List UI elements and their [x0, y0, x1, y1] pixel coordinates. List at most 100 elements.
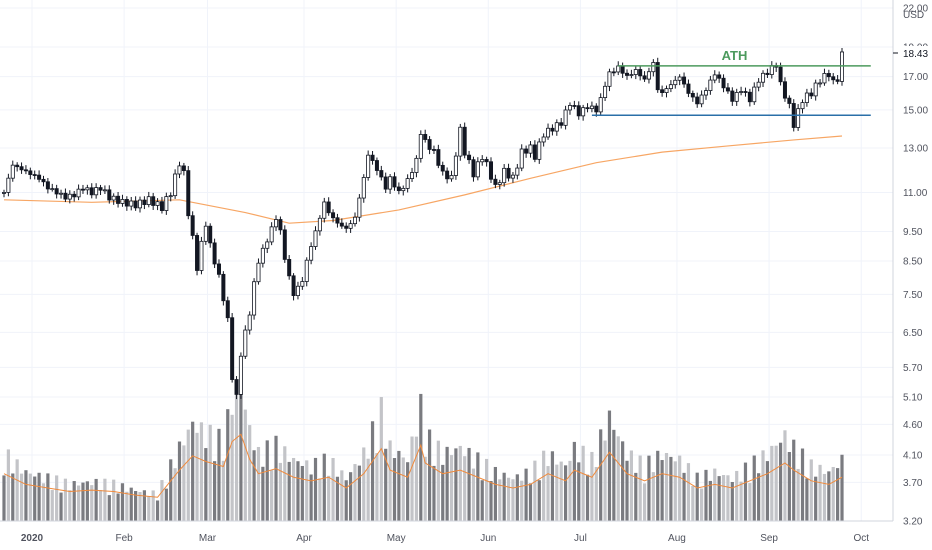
- volume-bar: [331, 458, 335, 521]
- candle: [546, 123, 551, 140]
- candle: [146, 191, 151, 208]
- volume-bar: [134, 491, 138, 521]
- candle: [168, 192, 173, 202]
- volume-bar: [616, 436, 620, 521]
- volume-bar: [765, 461, 770, 521]
- candle: [102, 185, 107, 195]
- candle: [563, 105, 568, 130]
- candle: [339, 218, 344, 229]
- candle: [396, 182, 401, 195]
- volume-bar: [809, 459, 813, 521]
- candle: [489, 157, 494, 183]
- y-tick-label: 5.70: [903, 363, 923, 374]
- volume-bar: [800, 448, 805, 521]
- candle: [493, 174, 498, 189]
- volume-bar: [406, 462, 410, 521]
- candle: [690, 90, 695, 102]
- candle: [317, 215, 322, 236]
- candle: [322, 197, 327, 223]
- volume-bar: [388, 440, 392, 521]
- volume-bars: [2, 393, 844, 521]
- candle: [344, 222, 349, 233]
- volume-bar: [50, 490, 54, 521]
- candle: [41, 175, 46, 187]
- volume-bar: [836, 468, 840, 521]
- volume-bar: [191, 421, 195, 521]
- candle: [352, 212, 357, 227]
- candle: [809, 88, 814, 100]
- candle: [655, 57, 660, 93]
- volume-bar: [739, 481, 743, 521]
- y-tick-label: 5.10: [903, 392, 923, 403]
- x-tick-label: Sep: [760, 533, 778, 544]
- y-tick-label: 9.50: [903, 227, 923, 238]
- candle: [80, 184, 85, 194]
- candle: [331, 209, 336, 223]
- volume-bar: [774, 445, 778, 521]
- candle: [782, 77, 787, 102]
- volume-bar: [485, 458, 489, 521]
- candle: [45, 177, 50, 194]
- candle: [54, 184, 59, 199]
- candle: [519, 144, 524, 172]
- candle: [703, 87, 708, 100]
- volume-bar: [344, 480, 348, 521]
- volume-bar: [392, 458, 397, 521]
- candle: [589, 101, 594, 113]
- price-candles: [2, 48, 845, 400]
- volume-bar: [634, 472, 638, 521]
- candle: [291, 273, 296, 301]
- volume-bar: [682, 472, 686, 521]
- candle: [453, 152, 458, 180]
- candle: [835, 75, 840, 85]
- candle: [190, 211, 195, 240]
- candle: [761, 70, 766, 87]
- volume-bar: [559, 461, 563, 521]
- volume-bar: [700, 488, 704, 521]
- volume-bar: [291, 457, 296, 521]
- candle: [151, 192, 156, 210]
- candle: [388, 174, 393, 194]
- candle: [203, 221, 208, 245]
- candle: [646, 67, 651, 84]
- candle: [370, 150, 375, 165]
- candle: [225, 296, 230, 322]
- candle: [124, 196, 129, 211]
- volume-bar: [169, 459, 173, 521]
- volume-bar: [520, 480, 524, 521]
- candle: [431, 145, 436, 155]
- volume-bar: [594, 467, 598, 521]
- candle: [436, 144, 441, 169]
- candle: [458, 123, 463, 161]
- volume-bar: [563, 465, 568, 521]
- candle: [76, 184, 81, 201]
- candle: [532, 140, 537, 163]
- volume-bar: [19, 473, 24, 521]
- volume-bar: [568, 460, 572, 521]
- last-price-label: 18.43: [903, 49, 928, 60]
- candle: [335, 213, 340, 228]
- x-tick-label: 2020: [21, 533, 44, 544]
- ath-label: ATH: [722, 48, 748, 63]
- volume-bar: [599, 429, 603, 521]
- candle: [37, 170, 42, 183]
- candle: [238, 352, 243, 399]
- candle: [743, 87, 748, 97]
- candle: [664, 85, 669, 98]
- volume-bar: [243, 409, 247, 521]
- volume-bar: [840, 454, 844, 521]
- y-tick-label: 7.50: [903, 290, 923, 301]
- candle: [216, 259, 221, 278]
- volume-bar: [770, 445, 774, 521]
- candle: [72, 190, 77, 202]
- y-tick-label: 6.50: [903, 328, 923, 339]
- candle: [374, 157, 379, 176]
- volume-bar: [327, 475, 331, 521]
- volume-bar: [234, 393, 239, 521]
- volume-bar: [590, 451, 594, 521]
- volume-bar: [660, 460, 664, 521]
- volume-bar: [726, 475, 730, 521]
- candle: [94, 183, 99, 199]
- volume-bar: [81, 482, 85, 521]
